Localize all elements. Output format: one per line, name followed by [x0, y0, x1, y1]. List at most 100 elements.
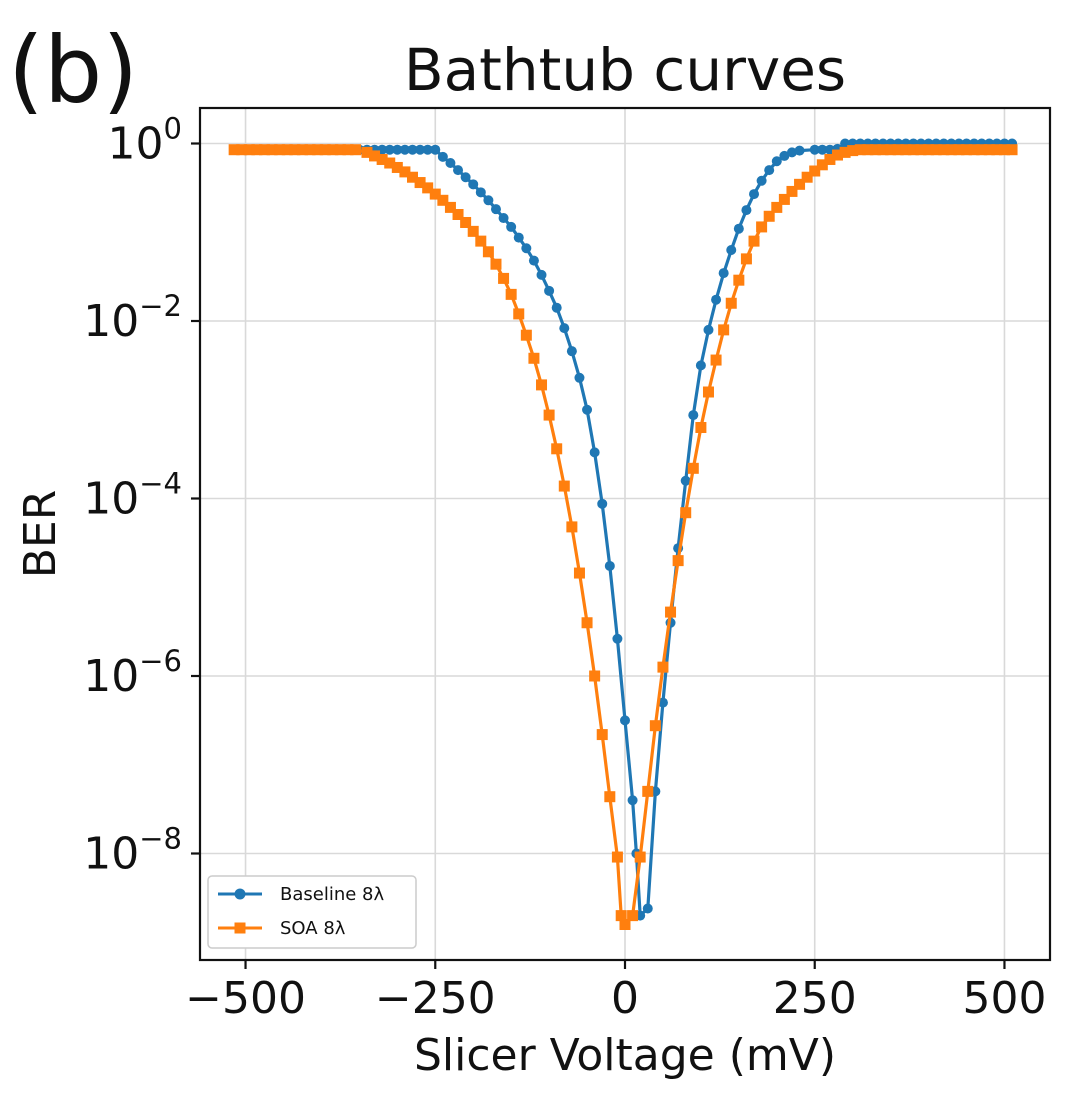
data-point	[976, 144, 988, 156]
data-point	[597, 498, 608, 509]
data-point	[749, 189, 760, 200]
data-point	[429, 188, 441, 200]
data-point	[748, 235, 760, 247]
data-point	[627, 910, 639, 922]
y-tick-label: 100	[108, 112, 182, 170]
legend-label-baseline: Baseline 8λ	[280, 884, 384, 905]
data-point	[407, 144, 418, 155]
data-point	[604, 560, 615, 571]
data-point	[521, 243, 532, 254]
data-point	[642, 903, 653, 914]
data-point	[968, 144, 980, 156]
data-point	[710, 354, 722, 366]
y-tick-exponent: −4	[139, 467, 182, 501]
data-point	[551, 443, 563, 455]
y-tick-exponent: 0	[164, 112, 182, 146]
data-point	[877, 144, 889, 156]
data-point	[319, 144, 331, 156]
data-point	[312, 144, 324, 156]
legend: Baseline 8λ SOA 8λ	[207, 875, 417, 949]
data-point	[445, 158, 456, 169]
y-tick-exponent: −2	[139, 289, 182, 323]
data-point	[384, 144, 395, 155]
y-tick-base: 10	[83, 296, 139, 347]
x-tick-label: −500	[185, 973, 306, 1024]
data-point	[756, 221, 768, 233]
data-point	[513, 232, 524, 243]
data-point	[885, 144, 897, 156]
data-point	[907, 144, 919, 156]
data-point	[604, 791, 616, 803]
data-point	[444, 201, 456, 213]
data-point	[953, 144, 965, 156]
data-point	[574, 372, 585, 383]
data-point	[452, 209, 464, 220]
data-point	[612, 633, 623, 644]
data-point	[543, 409, 555, 421]
y-tick-label: 10−8	[83, 822, 182, 880]
data-point	[437, 194, 449, 206]
data-point	[520, 329, 532, 341]
data-point	[573, 567, 585, 579]
grid	[200, 108, 1050, 960]
data-point	[688, 410, 699, 421]
data-point	[634, 851, 646, 863]
y-tick-base: 10	[83, 474, 139, 525]
data-point	[680, 507, 692, 519]
y-tick-base: 10	[108, 119, 164, 170]
data-point	[281, 144, 293, 156]
data-point	[392, 144, 403, 155]
data-point	[558, 480, 570, 492]
data-point	[483, 195, 494, 206]
legend-marker-baseline	[234, 888, 246, 900]
data-point	[304, 144, 316, 156]
data-point	[824, 153, 836, 165]
data-point	[672, 555, 684, 567]
data-point	[779, 150, 790, 161]
data-point	[642, 785, 654, 797]
series-soa	[228, 144, 1018, 930]
data-point	[847, 145, 859, 157]
data-point	[399, 144, 410, 155]
data-point	[544, 285, 555, 296]
data-point	[930, 144, 942, 156]
data-point	[505, 288, 517, 300]
data-point	[228, 144, 240, 156]
data-point	[536, 269, 547, 280]
data-point	[596, 729, 608, 741]
data-point	[551, 302, 562, 313]
data-point	[498, 213, 509, 224]
data-point	[589, 447, 600, 458]
data-point	[711, 294, 722, 305]
data-point	[611, 851, 623, 863]
series-layer	[228, 138, 1018, 930]
data-point	[923, 144, 935, 156]
data-point	[718, 268, 729, 279]
data-point	[327, 144, 339, 156]
data-point	[741, 205, 752, 216]
data-point	[243, 144, 255, 156]
y-tick-label: 10−2	[83, 289, 182, 347]
data-point	[680, 475, 691, 486]
data-point	[259, 144, 271, 156]
y-tick-exponent: −6	[139, 644, 182, 678]
data-point	[582, 404, 593, 415]
data-point	[862, 144, 874, 156]
data-point	[869, 144, 881, 156]
y-tick-label: 10−6	[83, 644, 182, 702]
data-point	[422, 144, 433, 155]
data-point	[460, 172, 471, 183]
data-point	[695, 422, 707, 433]
data-point	[938, 144, 950, 156]
data-point	[490, 204, 501, 215]
data-point	[778, 193, 790, 205]
data-point	[536, 379, 548, 391]
data-point	[361, 146, 373, 158]
data-point	[945, 144, 957, 156]
x-tick-label: −250	[375, 973, 496, 1024]
data-point	[296, 144, 308, 156]
data-point	[289, 144, 301, 156]
series-baseline	[339, 138, 1018, 921]
data-point	[506, 221, 517, 232]
